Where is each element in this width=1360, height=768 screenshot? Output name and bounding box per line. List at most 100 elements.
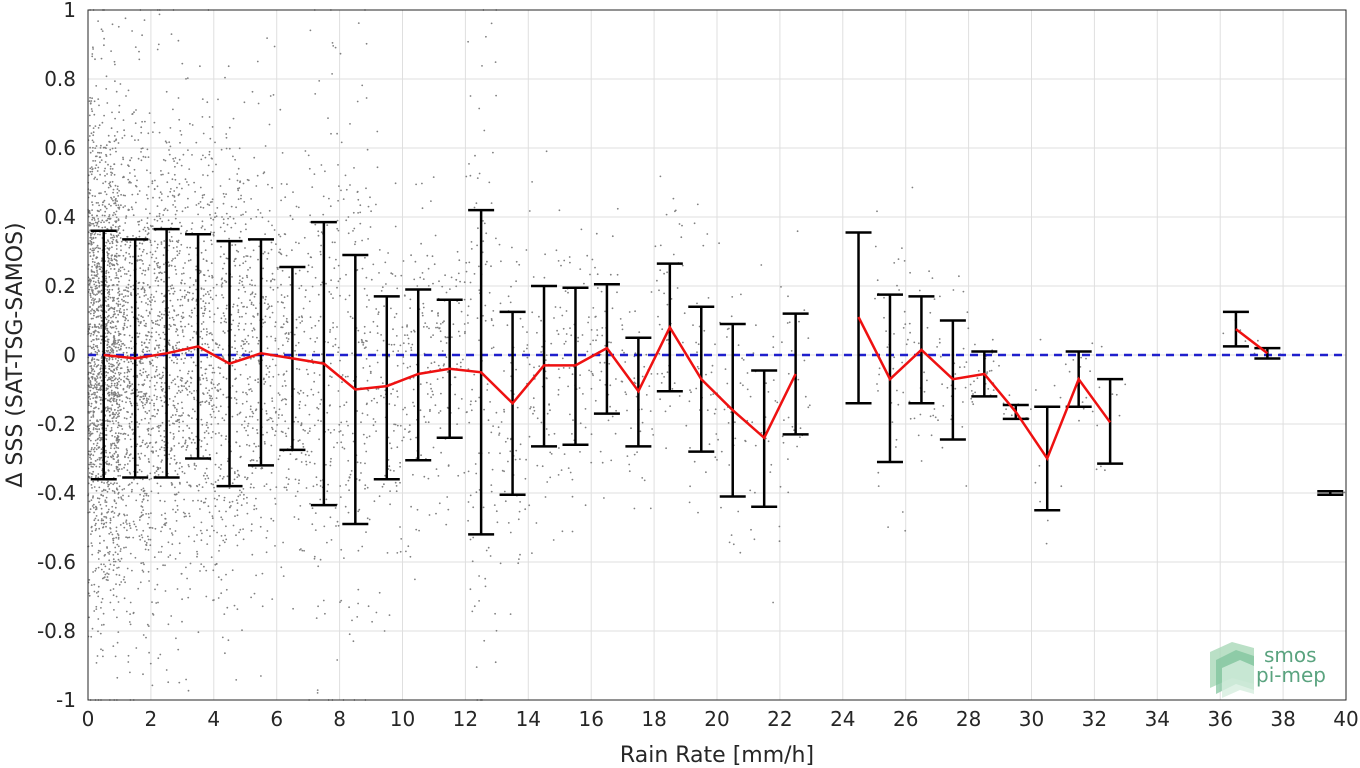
scatter-point [113, 268, 116, 270]
scatter-point [106, 546, 108, 548]
scatter-point [283, 296, 286, 299]
scatter-point [127, 89, 130, 92]
scatter-point [446, 371, 449, 373]
scatter-point [181, 279, 183, 282]
scatter-point [222, 539, 225, 542]
scatter-point [112, 238, 115, 241]
scatter-point [148, 286, 151, 289]
scatter-point [116, 641, 119, 644]
scatter-point [96, 222, 99, 225]
scatter-point [287, 333, 290, 335]
scatter-point [157, 601, 159, 604]
scatter-point [357, 588, 360, 591]
scatter-point [127, 283, 130, 286]
scatter-point [117, 463, 120, 466]
scatter-point [317, 230, 320, 233]
scatter-point [97, 279, 100, 282]
scatter-point [97, 233, 99, 236]
scatter-point [194, 410, 196, 413]
scatter-point [131, 488, 133, 491]
scatter-point [100, 280, 103, 283]
scatter-point [117, 566, 120, 569]
scatter-point [340, 421, 343, 424]
scatter-point [132, 255, 134, 258]
scatter-point [139, 322, 142, 325]
scatter-point [315, 617, 318, 619]
scatter-point [298, 287, 301, 290]
scatter-point [97, 250, 99, 253]
scatter-point [107, 295, 110, 298]
scatter-point [182, 420, 184, 423]
scatter-point [294, 416, 297, 419]
scatter-point [105, 285, 107, 287]
scatter-point [100, 481, 103, 484]
scatter-point [128, 253, 131, 255]
scatter-point [225, 413, 227, 416]
scatter-point [156, 468, 159, 471]
scatter-point [188, 415, 191, 417]
scatter-point [242, 488, 245, 490]
scatter-point [164, 512, 167, 515]
scatter-point [567, 385, 569, 388]
scatter-point [118, 485, 121, 488]
scatter-point [225, 538, 228, 541]
scatter-point [141, 242, 144, 245]
scatter-point [225, 321, 228, 324]
scatter-point [219, 367, 222, 369]
scatter-point [409, 438, 412, 441]
scatter-point [188, 291, 191, 294]
scatter-point [234, 334, 236, 337]
scatter-point [139, 538, 142, 541]
scatter-point [185, 515, 187, 518]
scatter-point [171, 240, 174, 243]
scatter-point [357, 602, 359, 605]
scatter-point [419, 276, 422, 279]
scatter-point [226, 475, 229, 478]
scatter-point [501, 469, 504, 472]
scatter-point [97, 551, 100, 554]
scatter-point [130, 402, 132, 405]
scatter-point [117, 393, 120, 395]
scatter-point [90, 269, 93, 271]
scatter-point [155, 257, 158, 259]
scatter-point [113, 512, 116, 514]
scatter-point [270, 241, 273, 244]
scatter-point [509, 438, 512, 441]
scatter-point [314, 223, 317, 226]
scatter-point [116, 383, 119, 385]
scatter-point [125, 417, 128, 420]
scatter-point [92, 343, 95, 346]
scatter-point [173, 190, 176, 192]
scatter-point [100, 342, 102, 345]
scatter-point [171, 543, 174, 546]
scatter-point [145, 208, 147, 211]
scatter-point [158, 196, 161, 199]
scatter-point [381, 382, 384, 384]
scatter-point [140, 315, 143, 318]
scatter-point [122, 351, 125, 354]
scatter-point [234, 158, 237, 161]
scatter-point [115, 244, 118, 247]
scatter-point [231, 346, 234, 348]
scatter-point [88, 251, 91, 254]
scatter-point [217, 410, 220, 412]
scatter-point [297, 518, 300, 521]
scatter-point [365, 276, 368, 279]
scatter-point [186, 388, 188, 391]
scatter-point [252, 486, 255, 489]
scatter-point [283, 306, 286, 309]
scatter-point [347, 232, 350, 235]
scatter-point [249, 486, 252, 489]
scatter-point [172, 157, 175, 160]
scatter-point [115, 530, 118, 532]
scatter-point [96, 375, 98, 378]
scatter-point [154, 441, 157, 444]
scatter-point [332, 345, 334, 348]
scatter-point [257, 381, 259, 384]
scatter-point [113, 339, 116, 342]
scatter-point [96, 265, 99, 267]
scatter-point [126, 241, 128, 243]
scatter-point [381, 286, 384, 289]
scatter-point [117, 413, 119, 416]
scatter-point [232, 303, 235, 306]
